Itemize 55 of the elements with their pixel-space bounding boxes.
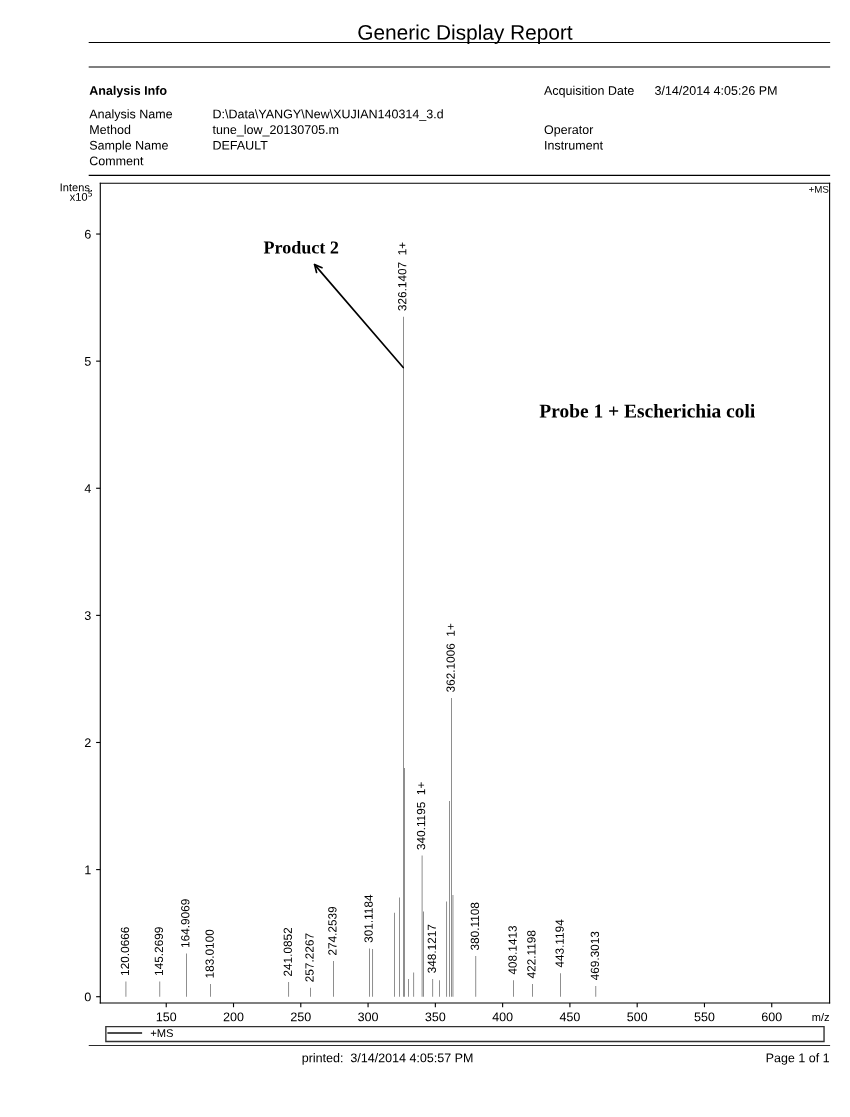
text: Page 1 of 1 <box>766 1053 829 1065</box>
annotation: 422.1198 <box>527 930 536 979</box>
text: Comment <box>89 156 144 166</box>
y-tick-label: 3 <box>84 611 91 621</box>
annotation: 326.1407 1+ <box>398 242 407 311</box>
annotation: Product 2 <box>263 240 339 254</box>
y-tick-label: 5 <box>84 357 91 366</box>
x-axis-title: m/z <box>812 1012 830 1022</box>
x-tick-label: 450 <box>559 1012 580 1022</box>
x-tick-label: 400 <box>492 1012 513 1022</box>
annotation: 257.2267 <box>305 933 314 982</box>
text: Analysis Name <box>89 109 173 121</box>
x-tick-label: 150 <box>156 1012 177 1022</box>
text: Acquisition Date <box>544 85 634 98</box>
text: Method <box>90 124 131 135</box>
text: tune_low_20130705.m <box>212 124 339 137</box>
x-tick-label: 250 <box>290 1012 311 1022</box>
x-tick-label: 350 <box>425 1012 446 1022</box>
annotation: 145.2699 <box>154 927 164 975</box>
x-tick-label: 300 <box>358 1012 379 1022</box>
y-tick-label: 2 <box>84 738 91 748</box>
annotation: +MS <box>809 185 829 193</box>
annotation: 183.0100 <box>205 929 214 978</box>
annotation: 362.1006 1+ <box>446 623 455 692</box>
annotation: 340.1195 1+ <box>416 782 426 850</box>
annotation: 164.9069 <box>181 899 190 948</box>
annotation: 120.0666 <box>120 927 130 975</box>
text: Analysis Info <box>89 85 167 98</box>
annotation: Probe 1 + Escherichia coli <box>539 403 755 418</box>
annotation: 241.0852 <box>283 927 292 976</box>
annotation: 348.1217 <box>427 924 436 973</box>
annotation: 301.1184 <box>364 894 373 943</box>
annotation: 469.3013 <box>590 931 600 981</box>
text: DEFAULT <box>213 140 268 150</box>
annotation: 380.1108 <box>470 902 480 951</box>
y-tick-label: 1 <box>85 865 91 875</box>
text: D:\Data\YANGY\New\XUJIAN140314_3.d <box>213 109 443 121</box>
annotation: 274.2539 <box>328 906 337 955</box>
x-tick-label: 550 <box>694 1012 715 1022</box>
annotation: 443.1194 <box>555 919 564 968</box>
x-tick-label: 600 <box>761 1012 782 1022</box>
text: Sample Name <box>89 140 168 153</box>
text: printed: 3/14/2014 4:05:57 PM <box>302 1053 473 1065</box>
x-tick-label: 500 <box>627 1012 648 1022</box>
y-axis-title: Intens. x10$^{5}$ <box>60 183 92 201</box>
legend-label: +MS <box>150 1029 173 1038</box>
chart-title: Generic Display Report <box>358 24 573 44</box>
y-tick-label: 6 <box>84 229 91 239</box>
annotation: 408.1413 <box>508 925 517 975</box>
x-tick-label: 200 <box>223 1012 244 1022</box>
text: Instrument <box>545 140 603 150</box>
y-tick-label: 4 <box>84 484 91 493</box>
text: Operator <box>544 125 594 137</box>
y-tick-label: 0 <box>84 992 91 1002</box>
text: 3/14/2014 4:05:26 PM <box>654 85 777 95</box>
